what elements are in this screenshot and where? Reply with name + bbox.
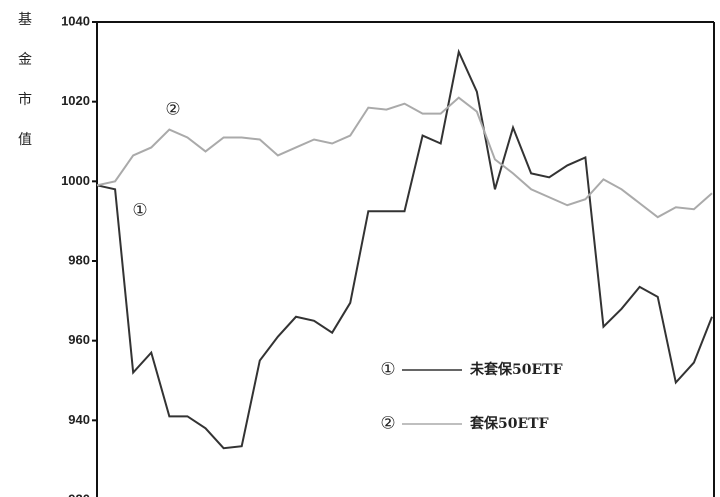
- series-line: [96, 96, 713, 219]
- legend-marker: ①: [380, 360, 395, 380]
- y-tick-label: 1000: [61, 173, 90, 188]
- y-tick-label: 980: [68, 252, 90, 267]
- legend-label: 套保50ETF: [470, 415, 549, 432]
- y-axis-label: 基金市值: [18, 11, 32, 148]
- legend-label: 未套保50ETF: [470, 361, 563, 378]
- annotation: ②: [165, 100, 180, 120]
- y-tick-label: 940: [68, 412, 90, 427]
- legend-marker: ②: [380, 414, 395, 434]
- y-tick-label: 920: [68, 491, 90, 497]
- series-line: [96, 48, 713, 450]
- y-tick-label: 960: [68, 332, 90, 347]
- y-tick-label: 1040: [61, 13, 90, 28]
- y-tick-label: 1020: [61, 93, 90, 108]
- y-axis-label-text: 基金市值: [18, 11, 32, 148]
- annotation: ①: [132, 201, 147, 221]
